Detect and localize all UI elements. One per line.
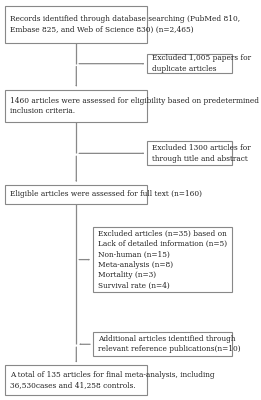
Text: Excluded articles (n=35) based on
Lack of detailed information (n=5)
Non-human (: Excluded articles (n=35) based on Lack o… [98, 230, 227, 290]
FancyBboxPatch shape [5, 90, 147, 122]
Text: Additional articles identified through relevant reference publications(n=10): Additional articles identified through r… [98, 335, 240, 354]
Text: Records identified through database searching (PubMed 810, Embase 825, and Web o: Records identified through database sear… [10, 15, 240, 34]
Text: Eligible articles were assessed for full text (n=160): Eligible articles were assessed for full… [10, 190, 202, 198]
FancyBboxPatch shape [5, 6, 147, 42]
Text: A total of 135 articles for final meta-analysis, including 36,530cases and 41,25: A total of 135 articles for final meta-a… [10, 371, 215, 390]
FancyBboxPatch shape [93, 332, 232, 356]
Text: Excluded 1,005 papers for duplicate articles: Excluded 1,005 papers for duplicate arti… [152, 54, 251, 73]
Text: 1460 articles were assessed for eligibility based on predetermined inclusion cri: 1460 articles were assessed for eligibil… [10, 97, 259, 115]
FancyBboxPatch shape [5, 185, 147, 204]
FancyBboxPatch shape [147, 54, 232, 73]
FancyBboxPatch shape [5, 366, 147, 395]
Text: Excluded 1300 articles for through title and abstract: Excluded 1300 articles for through title… [152, 144, 251, 162]
FancyBboxPatch shape [93, 227, 232, 292]
FancyBboxPatch shape [147, 142, 232, 165]
